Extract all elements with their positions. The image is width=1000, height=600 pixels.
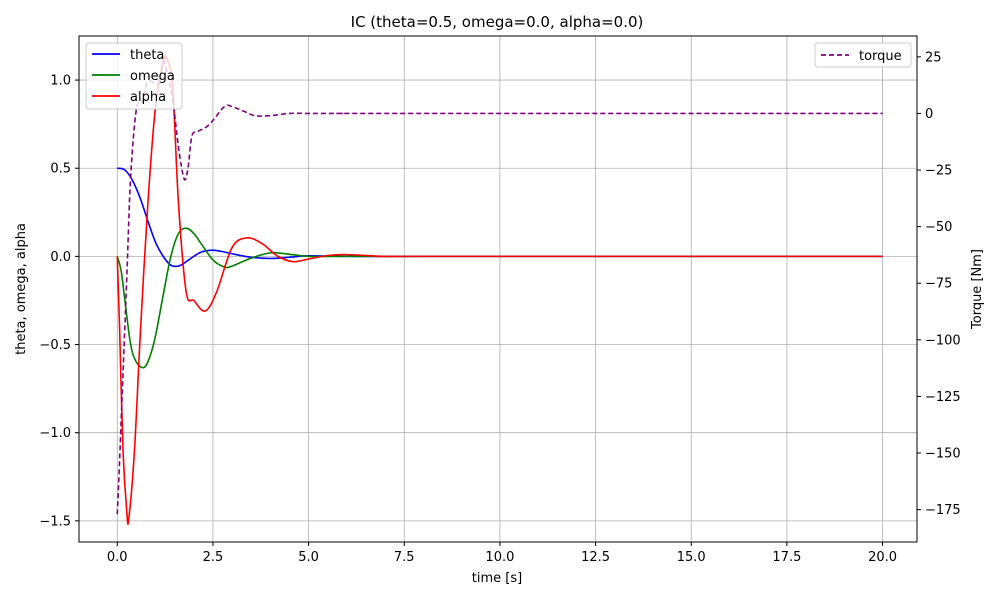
y-right-tick-label: −50 xyxy=(925,220,952,235)
y-right-tick-label: 25 xyxy=(925,50,942,65)
x-tick-label: 5.0 xyxy=(298,550,319,565)
y-left-tick-label: −1.0 xyxy=(39,426,71,441)
legend-left-box xyxy=(85,42,183,110)
grid-lines xyxy=(79,36,917,542)
x-tick-label: 7.5 xyxy=(394,550,415,565)
chart-title: IC (theta=0.5, omega=0.0, alpha=0.0) xyxy=(351,13,644,31)
y-left-tick-label: 0.5 xyxy=(50,162,71,177)
series-line-omega xyxy=(116,227,883,369)
legend-alpha-label: alpha xyxy=(130,90,166,105)
legend-torque-label: torque xyxy=(859,49,902,64)
x-tick-label: 20.0 xyxy=(868,550,897,565)
y-right-tick-label: −25 xyxy=(925,164,952,179)
y-right-tick-label: −75 xyxy=(925,277,952,292)
y-left-tick-label: 0.0 xyxy=(50,250,71,265)
y-right-tick-label: −150 xyxy=(925,447,961,462)
legend-theta-label: theta xyxy=(130,48,164,63)
y-left-tick-label: −0.5 xyxy=(39,338,71,353)
plot-series xyxy=(116,55,883,526)
series-line-torque xyxy=(116,60,883,515)
x-tick-label: 15.0 xyxy=(677,550,706,565)
legend-left: theta omega alpha xyxy=(85,42,183,110)
x-tick-label: 17.5 xyxy=(772,550,801,565)
y-right-tick-label: −125 xyxy=(925,390,961,405)
series-line-alpha xyxy=(116,55,883,526)
x-tick-label: 12.5 xyxy=(581,550,610,565)
legend-right: torque xyxy=(814,42,912,68)
y-right-tick-label: −100 xyxy=(925,333,961,348)
plot-frame xyxy=(78,35,918,543)
y-axis-label-left: theta, omega, alpha xyxy=(14,223,29,355)
y-left-tick-label: 1.0 xyxy=(50,74,71,89)
x-tick-label: 10.0 xyxy=(485,550,514,565)
x-axis-label: time [s] xyxy=(472,571,522,586)
y-right-tick-label: 0 xyxy=(925,107,933,122)
y-axis-label-right: Torque [Nm] xyxy=(970,249,985,330)
legend-omega-label: omega xyxy=(130,69,175,84)
axes: 0.0 2.5 5.0 7.5 10.0 12.5 15.0 17.5 20.0 −1.5 −1.0… xyxy=(39,50,960,565)
y-right-tick-label: −175 xyxy=(925,503,961,518)
x-tick-label: 0.0 xyxy=(107,550,128,565)
x-tick-label: 2.5 xyxy=(203,550,224,565)
y-left-tick-label: −1.5 xyxy=(39,514,71,529)
legend-right-box xyxy=(814,42,912,68)
